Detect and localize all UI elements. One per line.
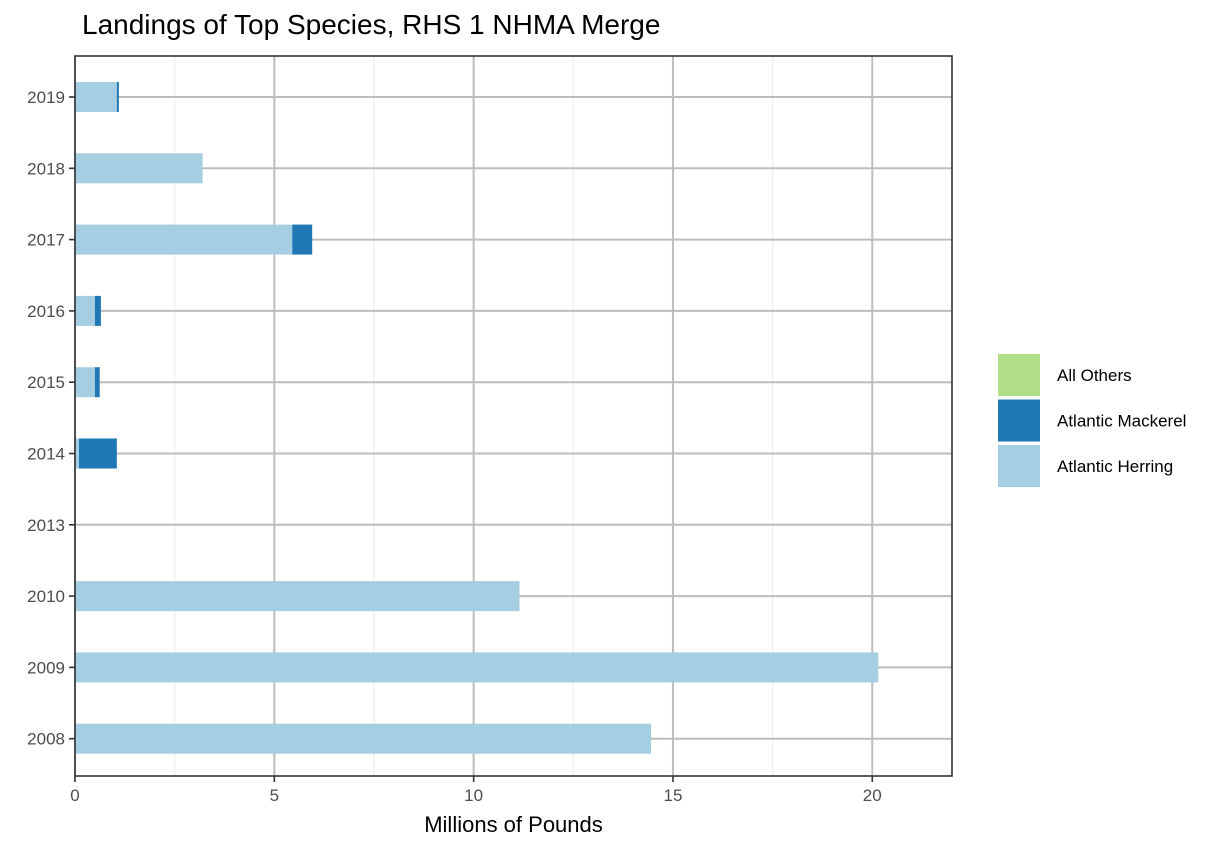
legend-label: All Others xyxy=(1057,366,1132,385)
legend-swatch-atlantic-herring xyxy=(998,445,1040,487)
bar-2017-atlantic-mackerel xyxy=(292,224,313,255)
bar-2010-atlantic-herring xyxy=(75,581,520,612)
x-axis-title: Millions of Pounds xyxy=(424,812,603,837)
x-tick-label: 5 xyxy=(270,786,279,805)
panel-border xyxy=(74,55,953,777)
chart-title: Landings of Top Species, RHS 1 NHMA Merg… xyxy=(82,9,660,40)
x-tick-label: 10 xyxy=(464,786,483,805)
bar-2015-atlantic-herring xyxy=(75,367,95,398)
y-tick-label: 2009 xyxy=(27,658,65,677)
bar-2016-atlantic-mackerel xyxy=(94,295,101,326)
legend-swatch-atlantic-mackerel xyxy=(998,399,1040,442)
bar-2018-atlantic-herring xyxy=(75,153,203,184)
bar-2008-atlantic-herring xyxy=(75,723,652,754)
y-tick-label: 2016 xyxy=(27,302,65,321)
bar-2017-atlantic-herring xyxy=(75,224,293,255)
y-tick-label: 2017 xyxy=(27,231,65,250)
y-tick-label: 2013 xyxy=(27,516,65,535)
y-tick-label: 2018 xyxy=(27,159,65,178)
legend-label: Atlantic Herring xyxy=(1057,457,1173,476)
bar-2015-atlantic-mackerel xyxy=(94,367,100,398)
bars-layer xyxy=(75,82,879,754)
x-tick-label: 15 xyxy=(663,786,682,805)
legend-swatch-all-others xyxy=(998,354,1040,396)
y-tick-label: 2008 xyxy=(27,730,65,749)
x-tick-label: 0 xyxy=(70,786,79,805)
y-tick-label: 2015 xyxy=(27,373,65,392)
axis-layer: 2019201820172016201520142013201020092008… xyxy=(27,88,882,805)
legend: All Others Atlantic Mackerel Atlantic Herr… xyxy=(998,354,1186,487)
bar-2009-atlantic-herring xyxy=(75,652,879,683)
bar-2014-atlantic-herring xyxy=(75,438,79,469)
y-tick-label: 2014 xyxy=(27,445,65,464)
legend-label: Atlantic Mackerel xyxy=(1057,412,1186,431)
y-tick-label: 2019 xyxy=(27,88,65,107)
x-tick-label: 20 xyxy=(863,786,882,805)
bar-2016-atlantic-herring xyxy=(75,295,95,326)
bar-2019-atlantic-mackerel xyxy=(116,82,119,112)
bar-2019-atlantic-herring xyxy=(75,82,117,112)
y-tick-label: 2010 xyxy=(27,587,65,606)
bar-2014-atlantic-mackerel xyxy=(78,438,117,469)
